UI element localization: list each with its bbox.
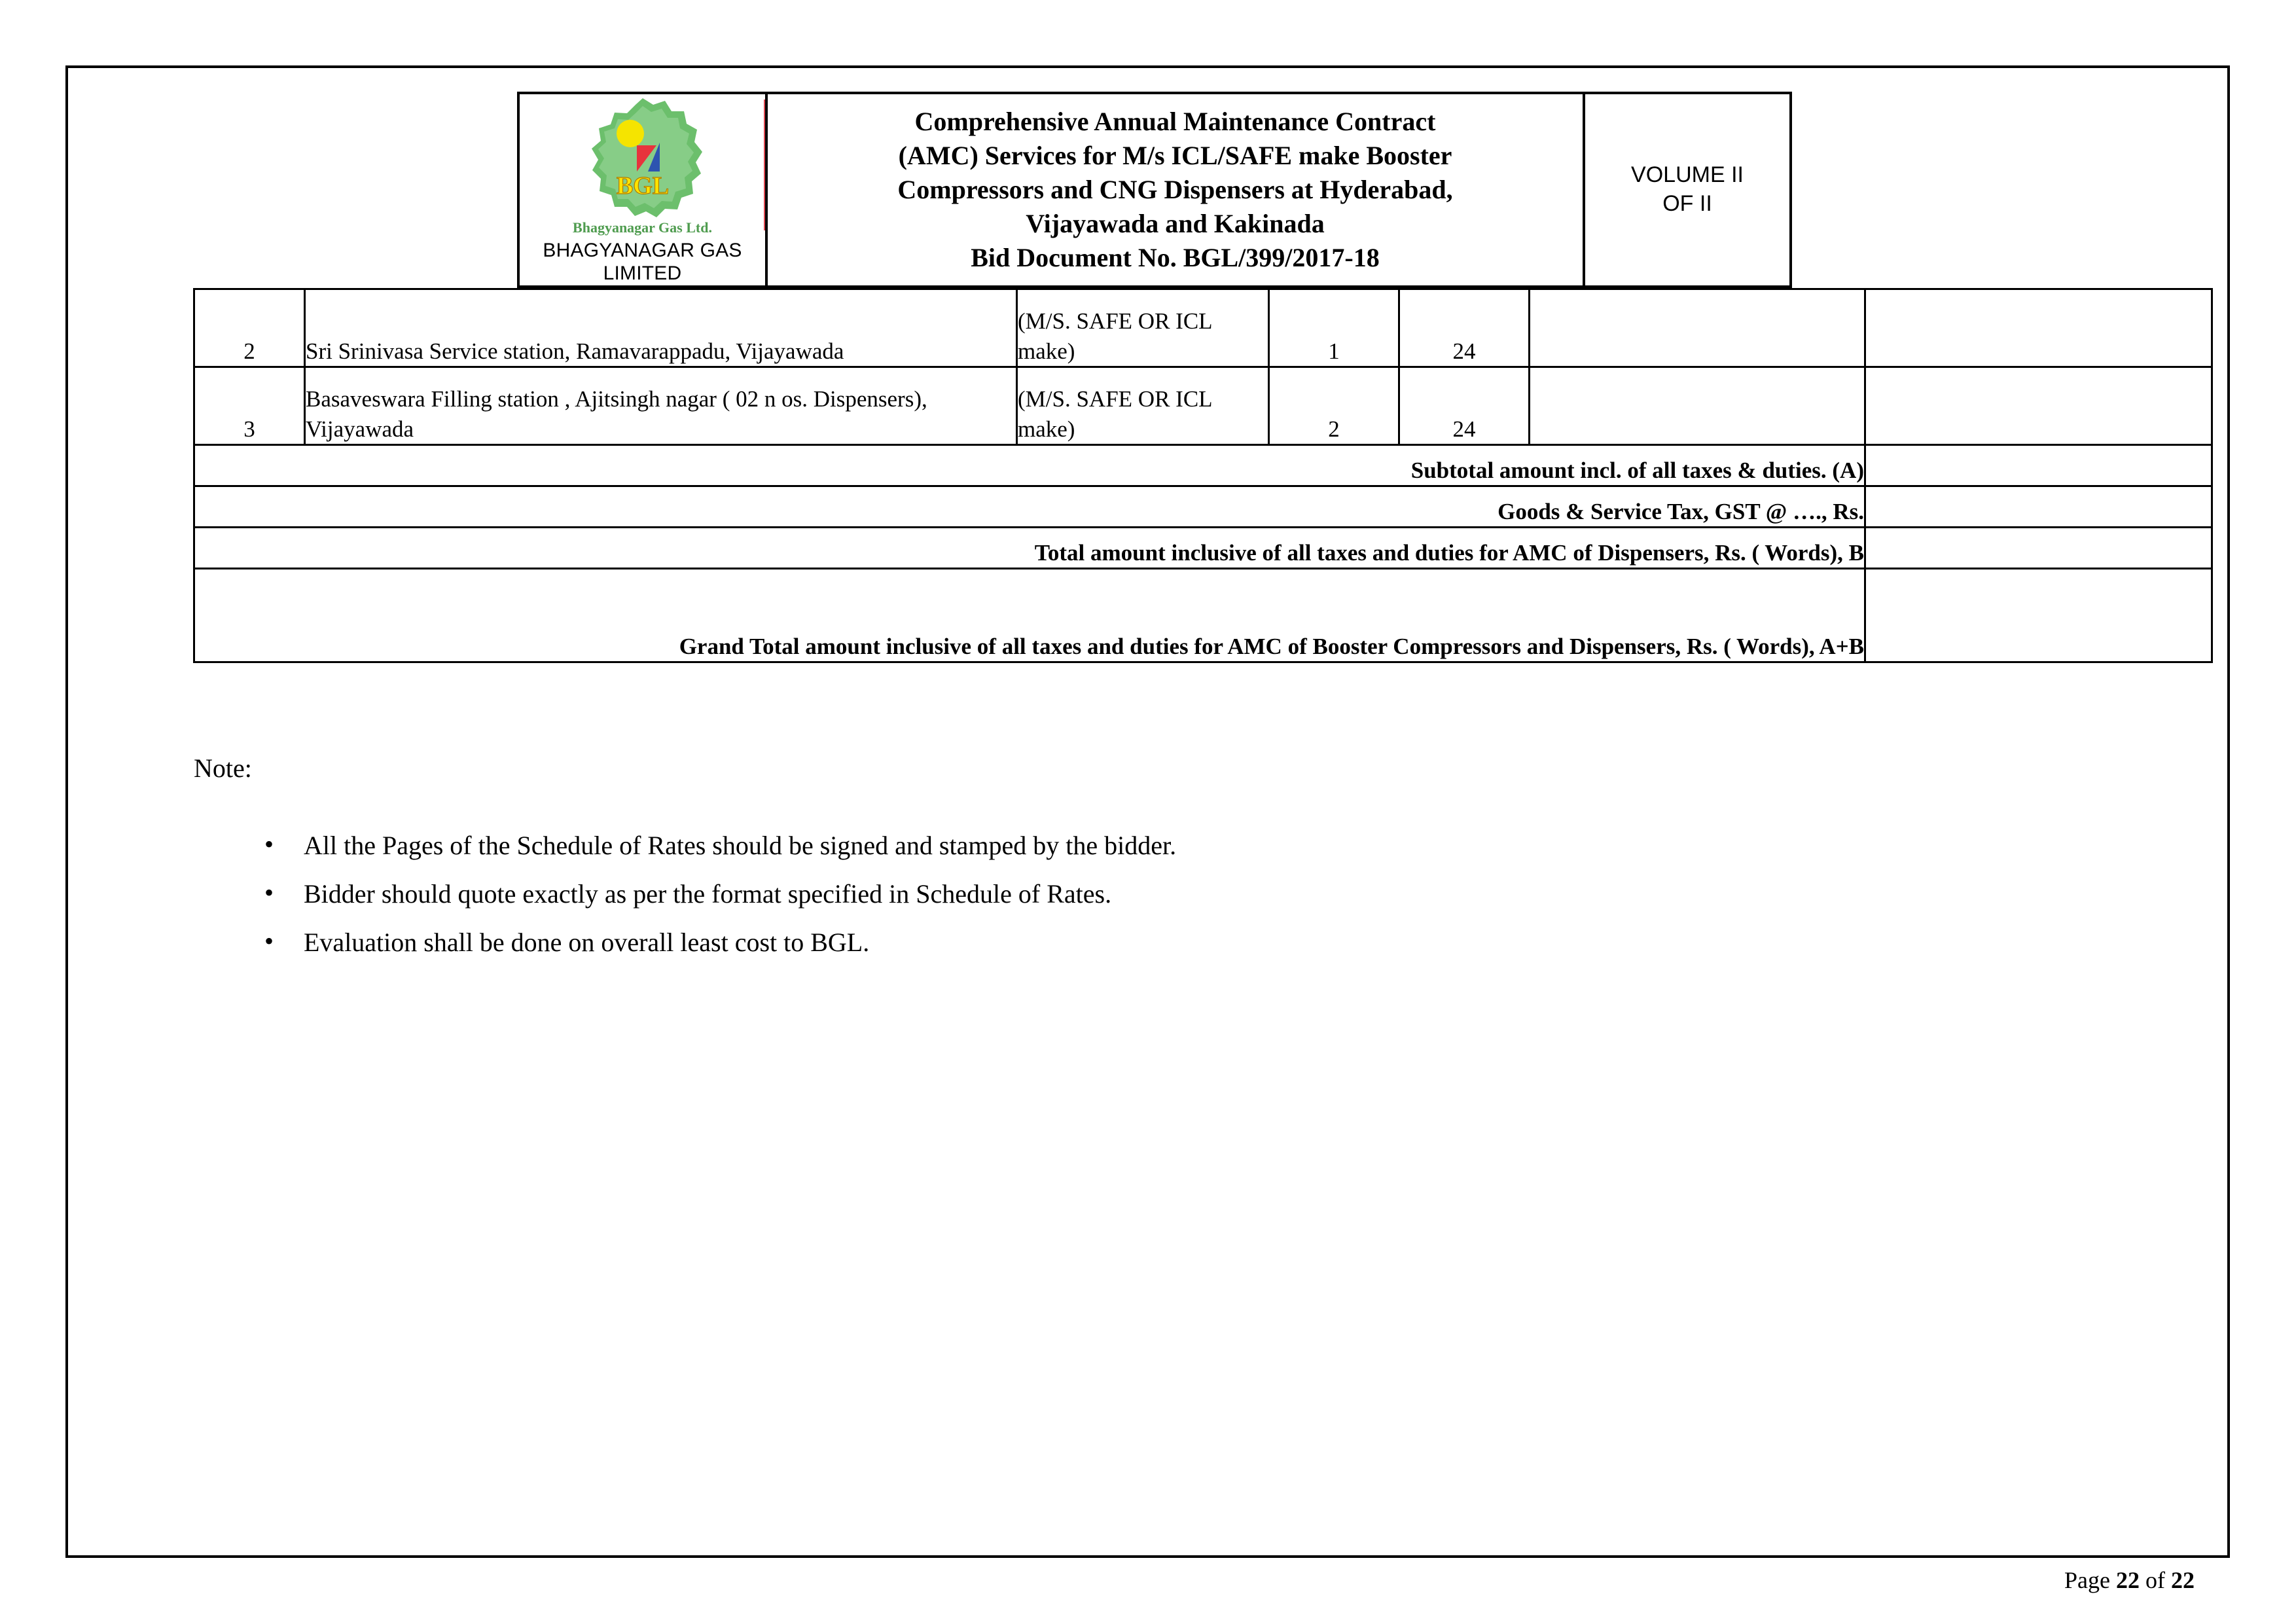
footer-current-page: 22 [2116,1567,2140,1593]
note-section: Note: All the Pages of the Schedule of R… [194,753,1895,975]
cell-make: (M/S. SAFE OR ICL make) [1016,288,1270,368]
company-name-line1: BHAGYANAGAR GAS [543,240,742,261]
grand-total-value[interactable] [1864,568,2213,663]
title-line-4: Vijayawada and Kakinada [1026,208,1325,238]
gst-row: Goods & Service Tax, GST @ …., Rs. [193,485,2213,528]
cell-sl-no: 3 [193,366,306,446]
total-b-label: Total amount inclusive of all taxes and … [193,526,1866,569]
cell-months: 24 [1398,366,1530,446]
company-name: BHAGYANAGAR GAS LIMITED [520,239,765,285]
header-logo-cell: BGL Bhagyanagar Gas Ltd. BHAGYANAGAR GAS… [517,92,768,288]
bgl-logo: BGL Bhagyanagar Gas Ltd. [520,94,765,236]
document-title: Comprehensive Annual Maintenance Contrac… [768,105,1583,275]
total-b-row: Total amount inclusive of all taxes and … [193,526,2213,569]
table-row: 2 Sri Srinivasa Service station, Ramavar… [193,288,2213,368]
logo-divider-rule [764,99,765,230]
cell-quantity: 1 [1268,288,1400,368]
volume-line-2: OF II [1662,190,1712,216]
title-line-2: (AMC) Services for M/s ICL/SAFE make Boo… [898,140,1452,170]
cell-months: 24 [1398,288,1530,368]
footer-total-pages: 22 [2171,1567,2195,1593]
footer-prefix: Page [2064,1567,2116,1593]
note-heading: Note: [194,753,252,783]
header-row: BGL Bhagyanagar Gas Ltd. BHAGYANAGAR GAS… [517,92,1792,288]
header-volume-cell: VOLUME II OF II [1583,92,1792,288]
red-sail-shape [636,145,656,171]
blue-sail-shape [647,143,660,171]
table-row: 3 Basaveswara Filling station , Ajitsing… [193,366,2213,446]
volume-label: VOLUME II OF II [1585,161,1789,218]
company-name-line2: LIMITED [603,262,682,285]
logo-tagline: Bhagyanagar Gas Ltd. [573,219,712,236]
volume-line-1: VOLUME II [1631,162,1744,188]
bid-document-number: Bid Document No. BGL/399/2017-18 [971,242,1380,272]
subtotal-label: Subtotal amount incl. of all taxes & dut… [193,444,1866,487]
cell-amount[interactable] [1864,288,2213,368]
grand-total-label: Grand Total amount inclusive of all taxe… [193,568,1866,663]
note-list-item: Bidder should quote exactly as per the f… [264,876,1895,911]
cell-rate[interactable] [1528,366,1866,446]
title-line-3: Compressors and CNG Dispensers at Hydera… [897,174,1453,204]
page-footer: Page 22 of 22 [2064,1566,2195,1594]
cell-amount[interactable] [1864,366,2213,446]
cell-quantity: 2 [1268,366,1400,446]
sun-shape [616,120,644,147]
bgl-gear-sun-logo-icon: BGL [591,98,702,217]
note-list-item: All the Pages of the Schedule of Rates s… [264,827,1895,862]
subtotal-value[interactable] [1864,444,2213,487]
note-list-item: Evaluation shall be done on overall leas… [264,924,1895,959]
note-bullet-list: All the Pages of the Schedule of Rates s… [194,827,1895,960]
gst-label: Goods & Service Tax, GST @ …., Rs. [193,485,1866,528]
gst-value[interactable] [1864,485,2213,528]
cell-make: (M/S. SAFE OR ICL make) [1016,366,1270,446]
total-b-value[interactable] [1864,526,2213,569]
cell-description: Sri Srinivasa Service station, Ramavarap… [304,288,1018,368]
document-header-table: BGL Bhagyanagar Gas Ltd. BHAGYANAGAR GAS… [517,92,1792,288]
page-border [65,65,2230,1558]
schedule-of-rates-table: 2 Sri Srinivasa Service station, Ramavar… [193,288,2213,663]
cell-description: Basaveswara Filling station , Ajitsingh … [304,366,1018,446]
header-title-cell: Comprehensive Annual Maintenance Contrac… [765,92,1585,288]
grand-total-row: Grand Total amount inclusive of all taxe… [193,568,2213,663]
svg-text:BGL: BGL [616,172,668,200]
cell-rate[interactable] [1528,288,1866,368]
title-line-1: Comprehensive Annual Maintenance Contrac… [914,106,1436,136]
subtotal-row: Subtotal amount incl. of all taxes & dut… [193,444,2213,487]
footer-middle: of [2140,1567,2171,1593]
cell-sl-no: 2 [193,288,306,368]
